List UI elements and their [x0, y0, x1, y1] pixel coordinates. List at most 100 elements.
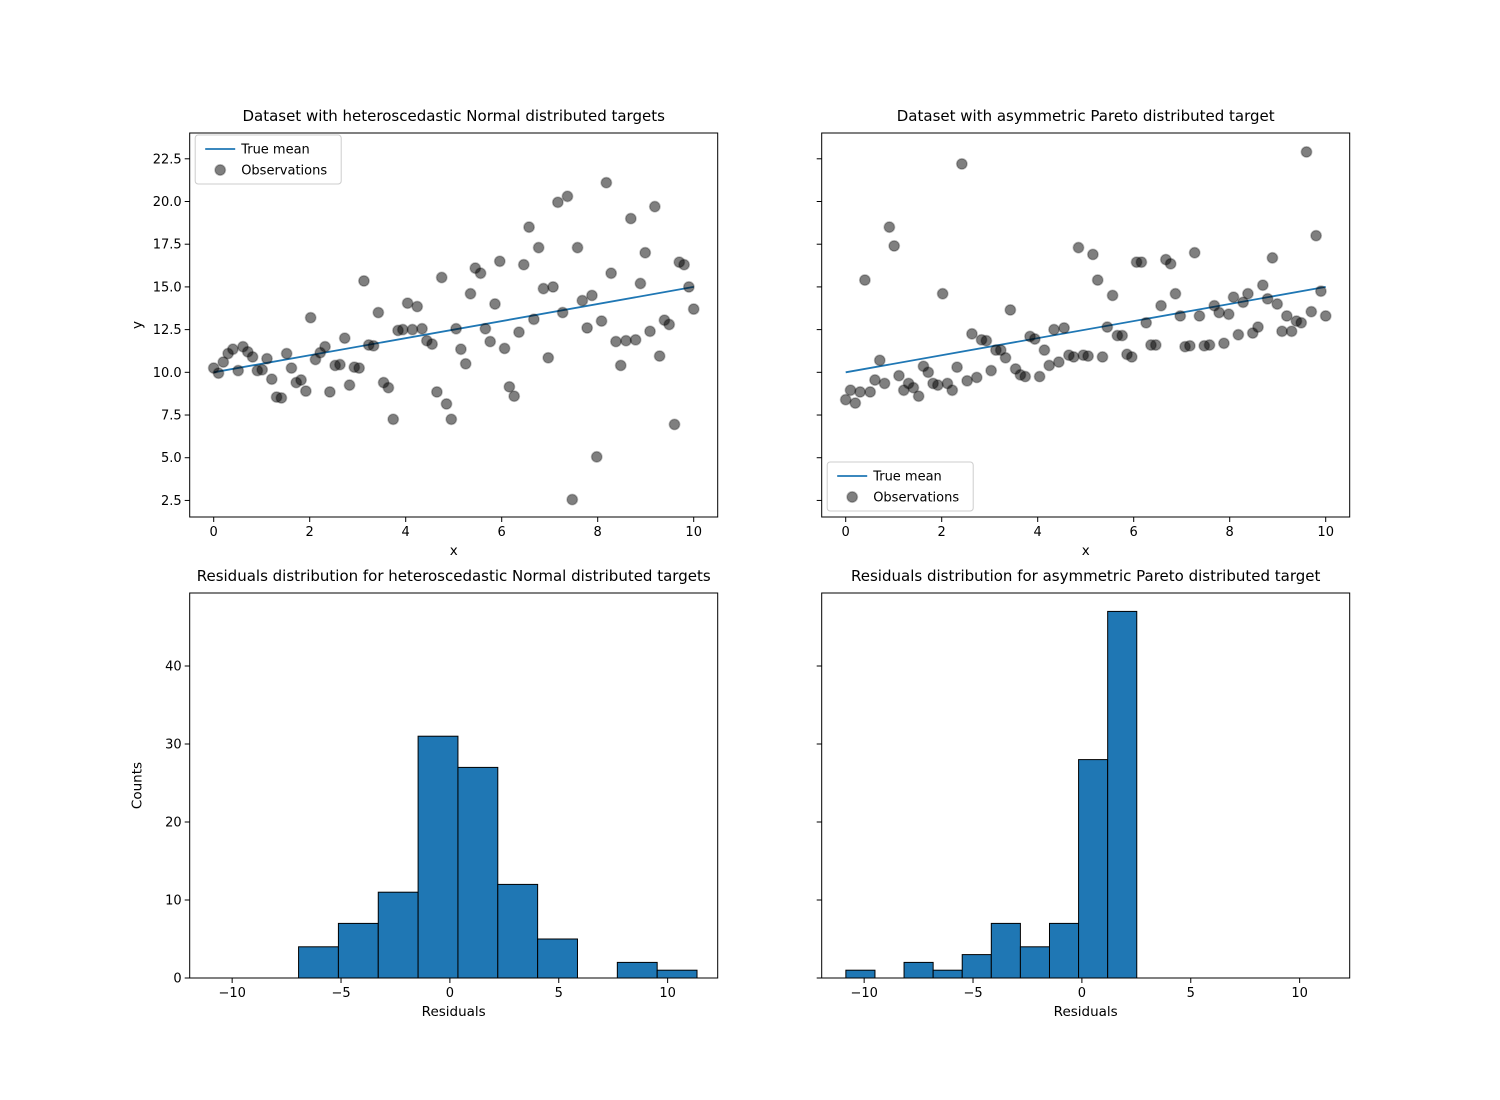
observation-dot — [1125, 350, 1138, 363]
observation-dot — [1227, 291, 1240, 304]
scatter-normal-xlabel: x — [450, 543, 458, 559]
observation-dot — [1058, 321, 1071, 334]
hist-normal-xlabel: Residuals — [422, 1004, 486, 1020]
x-tick-label: 0 — [1078, 986, 1086, 1001]
x-tick-label: 10 — [1317, 525, 1334, 540]
y-tick-label: 10.0 — [153, 366, 182, 381]
observation-dot — [1038, 344, 1051, 357]
observation-dot — [454, 343, 467, 356]
y-tick-label: 7.5 — [161, 409, 182, 424]
observations-points — [839, 146, 1332, 410]
observation-dot — [498, 342, 511, 355]
observation-dot — [1019, 370, 1032, 383]
scatter-pareto-subplot: 0 2 4 6 8 10 Dataset with asymmetric Pareto di… — [816, 107, 1351, 559]
observation-dot — [951, 361, 964, 374]
histogram-bar — [537, 938, 578, 979]
observation-dot — [600, 176, 613, 189]
observation-dot — [869, 374, 881, 386]
observation-dot — [999, 351, 1012, 364]
observation-dot — [1314, 285, 1327, 298]
scatter-pareto-xlabel: x — [1082, 543, 1090, 559]
y-tick-label: 30 — [165, 738, 182, 753]
observation-dot — [464, 287, 477, 300]
observation-dot — [858, 274, 871, 287]
observation-dot — [1276, 325, 1288, 338]
observation-dot — [474, 267, 487, 280]
y-tick-label: 22.5 — [153, 152, 182, 167]
observation-dot — [367, 339, 380, 352]
x-tick-label: 5 — [1187, 986, 1195, 1001]
scatter-normal-ticks: 0 2 4 6 8 10 2.5 5.0 7.5 10.0 12.5 15.0 17.5 20.0 22.5 — [153, 152, 702, 540]
observation-dot — [338, 332, 351, 345]
y-tick-label: 0 — [173, 972, 181, 987]
observation-dot — [1028, 333, 1041, 345]
y-tick-label: 5.0 — [161, 451, 182, 466]
hist-pareto-subplot: −10 −5 0 5 10 Residuals distribution for asym… — [816, 567, 1351, 1020]
observation-dot — [319, 340, 332, 353]
y-tick-label: 40 — [165, 660, 182, 675]
observation-dot — [295, 374, 308, 386]
hist-normal-title: Residuals distribution for heteroscedast… — [197, 567, 711, 585]
observation-dot — [961, 374, 974, 387]
observation-dot — [353, 362, 366, 374]
x-tick-label: 2 — [938, 525, 946, 540]
observation-dot — [1140, 316, 1153, 329]
observation-dot — [936, 287, 949, 300]
observation-dot — [426, 338, 439, 351]
y-tick-label: 10 — [165, 894, 182, 909]
observation-dot — [1310, 229, 1323, 242]
observation-dot — [1043, 359, 1056, 372]
observation-dot — [430, 386, 443, 398]
observation-dot — [1256, 279, 1269, 292]
observation-dot — [333, 358, 346, 371]
observation-dot — [1169, 287, 1182, 300]
observation-dot — [571, 241, 584, 254]
observation-dot — [416, 322, 428, 335]
observation-dot — [1067, 350, 1080, 363]
legend-dot-sample — [214, 164, 227, 176]
observation-dot — [687, 303, 700, 316]
observation-dot — [1213, 306, 1226, 319]
observation-dot — [299, 385, 312, 398]
observation-dot — [459, 357, 472, 370]
histogram-bar — [337, 922, 379, 979]
observation-dot — [1004, 304, 1017, 316]
hist-normal-bars — [298, 735, 698, 979]
observation-dot — [849, 397, 862, 410]
hist-pareto-title: Residuals distribution for asymmetric Pa… — [851, 567, 1320, 585]
legend-dots-label: Observations — [873, 491, 959, 506]
observation-dot — [1091, 274, 1104, 287]
observation-dot — [542, 351, 555, 364]
observation-dot — [517, 258, 530, 271]
observation-dot — [508, 390, 521, 403]
observation-dot — [323, 386, 336, 398]
observation-dot — [864, 386, 877, 398]
observation-dot — [639, 246, 652, 259]
scatter-pareto-ticks: 0 2 4 6 8 10 — [816, 158, 1334, 540]
observation-dot — [503, 380, 516, 393]
observation-dot — [556, 306, 569, 319]
observation-dot — [605, 267, 618, 280]
observation-dot — [532, 241, 545, 254]
histogram-bar — [1107, 610, 1138, 979]
observation-dot — [1086, 248, 1099, 261]
observation-dot — [1252, 321, 1264, 333]
observation-dot — [873, 354, 886, 367]
y-tick-label: 17.5 — [153, 238, 182, 253]
observation-dot — [445, 413, 458, 426]
observation-dot — [576, 294, 589, 307]
observation-dot — [561, 190, 574, 203]
x-tick-label: 0 — [842, 525, 850, 540]
observation-dot — [893, 369, 905, 382]
observation-dot — [1106, 289, 1119, 302]
scatter-normal-ylabel: y — [130, 321, 146, 329]
observation-dot — [265, 373, 278, 386]
observation-dot — [396, 323, 409, 336]
observation-dot — [1193, 310, 1206, 322]
observation-dot — [614, 359, 627, 372]
legend-box — [194, 134, 342, 185]
histogram-bar — [903, 961, 934, 979]
observation-dot — [839, 393, 852, 406]
x-tick-label: 5 — [555, 986, 563, 1001]
observation-dot — [1222, 308, 1235, 321]
